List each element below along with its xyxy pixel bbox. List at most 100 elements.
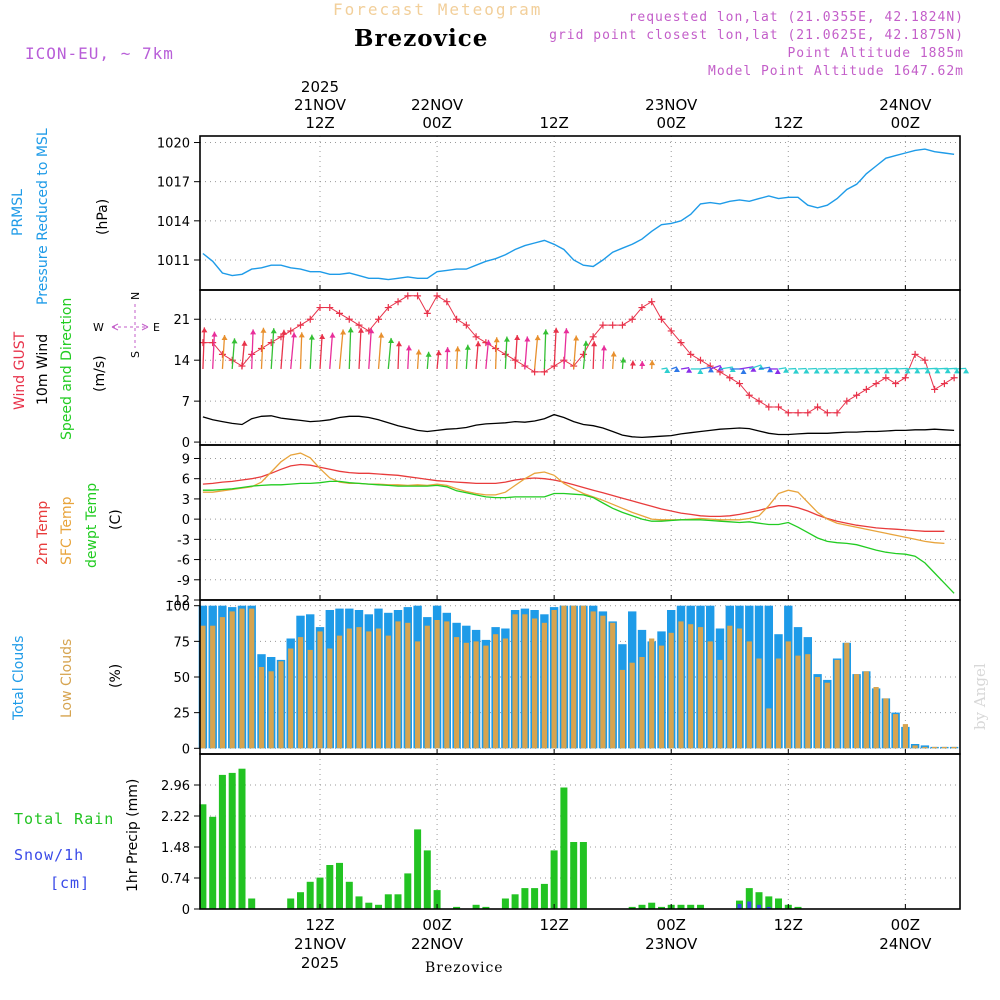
gust-point	[218, 350, 226, 358]
top-time-label: 12Z	[305, 114, 334, 132]
wind-direction-arrow	[758, 366, 771, 370]
low-cloud-bar	[327, 648, 333, 749]
total-cloud-bar	[920, 745, 930, 749]
rain-bar	[628, 906, 636, 909]
wind-arrowhead	[425, 351, 432, 357]
wind-arrowhead	[843, 368, 850, 374]
gust-point	[336, 309, 344, 317]
low-cloud-bar	[200, 625, 206, 749]
low-cloud-bar	[727, 625, 733, 749]
rain-bar	[511, 894, 519, 909]
gust-point	[355, 321, 363, 329]
rain-bar	[218, 774, 226, 909]
low-cloud-bar	[249, 608, 255, 749]
wind-direction-arrow	[377, 332, 382, 370]
watermark: by Angel	[971, 663, 989, 730]
bottom-time-label: 21NOV	[294, 935, 347, 953]
top-time-label: 12Z	[539, 114, 568, 132]
wind-arrowhead	[388, 337, 395, 343]
gust-point	[267, 339, 275, 347]
gust-point	[911, 350, 919, 358]
y-tick-label: 0.74	[161, 872, 190, 887]
low-cloud-bar	[873, 687, 879, 749]
rain-bar	[355, 896, 363, 909]
gust-point	[599, 321, 607, 329]
rain-bar	[570, 842, 578, 909]
low-cloud-bar	[902, 724, 908, 749]
rain-bar	[228, 772, 236, 909]
low-cloud-bar	[795, 655, 801, 749]
wind-direction-arrow	[221, 334, 226, 370]
wind-arrowhead	[358, 327, 365, 333]
low-cloud-bar	[532, 618, 538, 749]
footer-station: Brezovice	[425, 960, 504, 976]
gust-point	[326, 304, 334, 312]
total-clouds-label: Total Clouds	[11, 636, 27, 721]
wind-arrowhead	[485, 339, 492, 345]
wind-arrowhead	[503, 336, 510, 342]
panel-frame	[199, 135, 961, 291]
low-cloud-bar	[395, 621, 401, 749]
y-tick-label: -3	[177, 533, 190, 548]
wind-arrowhead	[201, 327, 208, 333]
low-cloud-bar	[746, 641, 752, 749]
y-tick-label: 2.22	[161, 810, 190, 825]
gust-point	[667, 327, 675, 335]
wind-direction-arrow	[846, 367, 858, 370]
wind-arrowhead	[435, 350, 442, 356]
pressure-label-prmsl: PRMSL	[10, 189, 26, 236]
rain-bar	[345, 881, 353, 909]
gust-point	[677, 339, 685, 347]
rain-bar	[423, 850, 431, 909]
y-tick-label: -6	[177, 554, 190, 569]
wind-arrowhead	[863, 368, 870, 374]
low-cloud-bar	[561, 605, 567, 749]
bottom-time-label: 24NOV	[879, 935, 932, 953]
wind-arrowhead	[740, 368, 747, 374]
wind-arrowhead	[601, 345, 608, 351]
wind-direction-arrow	[319, 333, 323, 370]
gust-point	[638, 304, 646, 312]
y-tick-label: 0	[182, 742, 190, 757]
low-cloud-bar	[454, 637, 460, 749]
low-cloud-bar	[912, 745, 918, 749]
gust-point	[618, 321, 626, 329]
gust-point	[784, 409, 792, 417]
gust-point	[375, 315, 383, 323]
wind-direction-arrow	[514, 334, 518, 370]
wind-arrowhead	[823, 368, 830, 374]
rain-bar	[414, 829, 422, 909]
low-cloud-bar	[736, 628, 743, 749]
rain-bar	[316, 877, 324, 909]
snow-bar	[747, 901, 752, 909]
wind-direction-arrow	[739, 366, 754, 370]
gust-point	[296, 321, 304, 329]
rain-bar	[238, 768, 246, 909]
bottom-time-label: 22NOV	[411, 935, 464, 953]
wind-arrowhead	[241, 340, 248, 346]
gust-point	[628, 315, 636, 323]
low-clouds-label: Low Clouds	[59, 639, 75, 718]
gust-point	[745, 391, 753, 399]
wind-arrowhead	[298, 332, 305, 338]
rain-bar	[550, 850, 558, 909]
wind-arrowhead	[874, 368, 881, 374]
low-cloud-bar	[824, 682, 830, 749]
y-tick-label: -9	[177, 574, 190, 589]
rain-bar	[658, 906, 665, 909]
snow-unit-label: [cm]	[50, 874, 90, 892]
low-cloud-bar	[297, 637, 304, 749]
wind-arrowhead	[211, 331, 218, 337]
gust-point	[940, 380, 948, 388]
gust-point	[823, 409, 831, 417]
gust-point	[794, 409, 802, 417]
low-cloud-bar	[415, 641, 421, 749]
wind-10m-label: 10m Wind	[35, 334, 51, 405]
panel-frame	[199, 753, 961, 910]
wind-arrowhead	[664, 368, 671, 374]
wind-arrowhead	[894, 368, 901, 374]
y-tick-label: 0	[182, 513, 190, 528]
low-cloud-bar	[463, 642, 469, 749]
wind-arrowhead	[405, 345, 412, 351]
gust-point	[257, 344, 265, 352]
